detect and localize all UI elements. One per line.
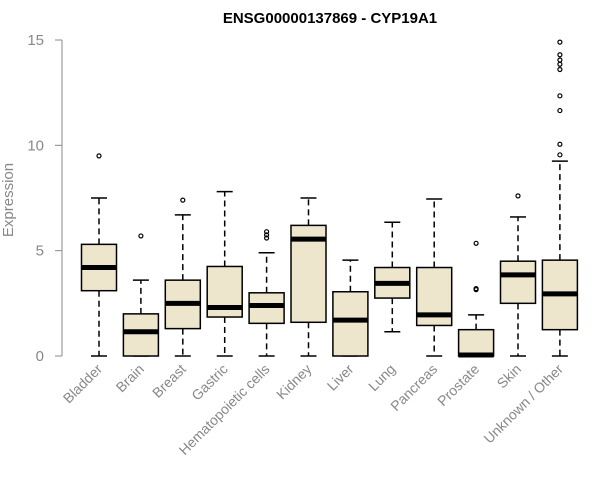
outlier-point (557, 61, 563, 67)
outlier-point (557, 66, 563, 73)
x-tick-label: Pancreas (387, 361, 440, 414)
outlier-point (96, 153, 102, 159)
x-tick-label: Prostate (434, 361, 482, 409)
box-hematopoietic-cells (248, 229, 285, 357)
outlier-point (557, 152, 563, 158)
outlier-point (557, 57, 563, 63)
box-pancreas (415, 198, 453, 357)
iqr-box (499, 260, 537, 305)
y-tick-label: 10 (27, 137, 44, 154)
outlier-point (180, 197, 186, 203)
outlier-point (473, 240, 479, 246)
outlier-point (557, 93, 563, 99)
y-tick-label: 0 (36, 348, 44, 365)
outlier-point (264, 232, 270, 238)
outlier-point (557, 141, 563, 147)
iqr-box (457, 328, 495, 357)
x-tick-label: Kidney (273, 361, 315, 403)
outlier-point (264, 235, 270, 241)
x-tick-label: Skin (494, 361, 525, 392)
box-prostate (457, 240, 495, 358)
y-axis-label: Expression (0, 163, 17, 237)
box-bladder (80, 153, 118, 357)
x-tick-label: Lung (365, 361, 398, 394)
y-axis: 0 5 10 15 (27, 32, 63, 365)
box-kidney (290, 197, 327, 357)
iqr-box (332, 290, 369, 357)
x-tick-label: Breast (149, 361, 189, 401)
outlier-point (557, 52, 563, 58)
box-breast (164, 197, 202, 357)
outlier-point (264, 229, 270, 235)
outlier-point (138, 233, 144, 239)
box-skin (499, 193, 537, 357)
box-gastric (206, 190, 243, 357)
iqr-box (122, 313, 160, 357)
x-tick-label: Bladder (60, 361, 106, 407)
box-brain (122, 233, 160, 357)
outlier-point (557, 107, 563, 114)
outlier-point (473, 285, 479, 292)
x-tick-label: Unknown / Other (480, 361, 566, 447)
box-unknown-other (541, 39, 579, 357)
box-lung (374, 221, 411, 333)
chart-title: ENSG00000137869 - CYP19A1 (223, 10, 437, 27)
y-tick-label: 15 (27, 32, 44, 49)
y-tick-label: 5 (36, 243, 44, 260)
x-tick-label: Liver (324, 361, 357, 394)
box-liver (332, 259, 369, 357)
x-tick-label: Brain (113, 361, 147, 395)
outlier-point (515, 193, 521, 199)
iqr-box (248, 292, 285, 325)
outlier-point (557, 39, 563, 45)
boxes-layer (80, 39, 579, 358)
